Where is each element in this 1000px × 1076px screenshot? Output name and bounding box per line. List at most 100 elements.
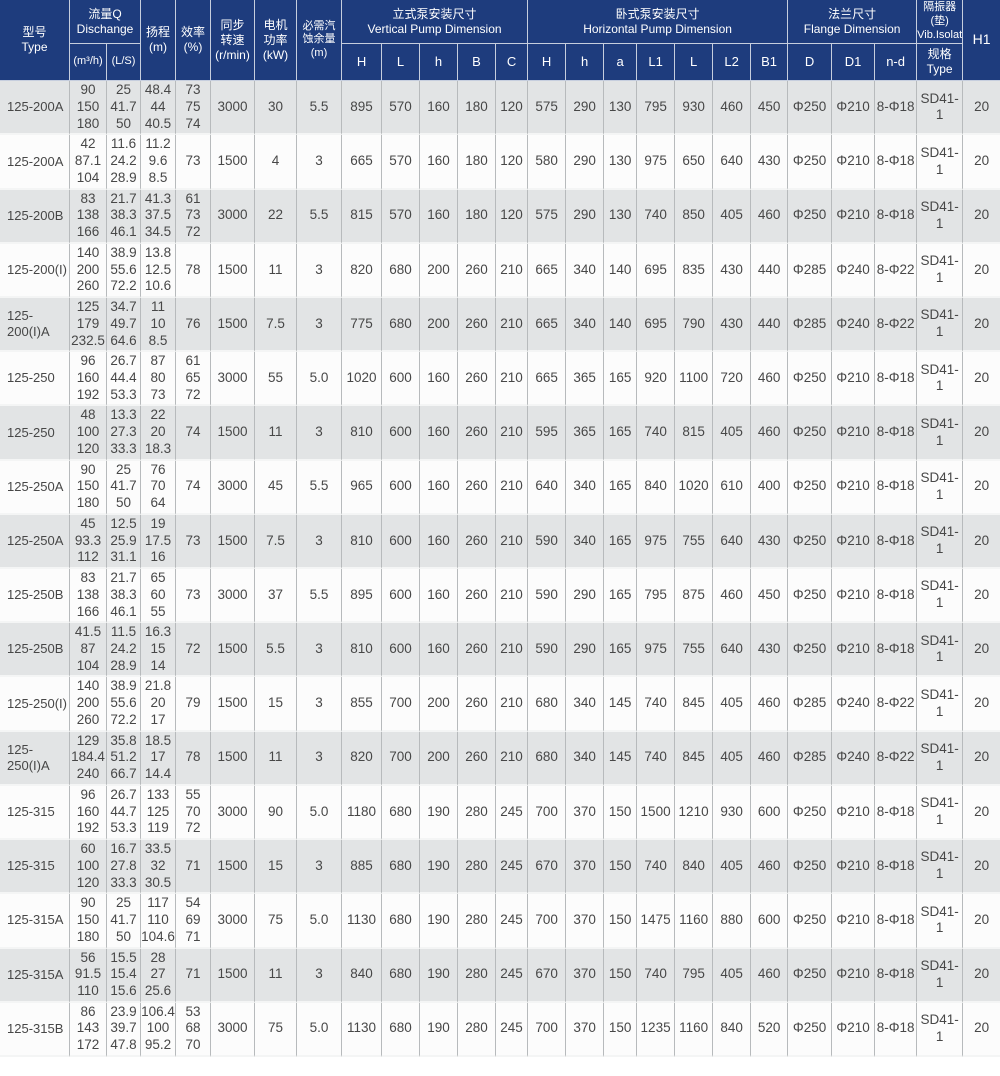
value-cell: 20 [963, 81, 1000, 136]
value-cell: 680 [382, 785, 421, 841]
value-cell: 165 [604, 460, 638, 515]
value-cell: 1500 [211, 243, 256, 299]
value-cell: 160 [420, 569, 459, 624]
table-row: 125-315A 56 91.5 110 15.5 15.4 15.6 28 27 2… [0, 948, 1000, 1003]
value-cell: 430 [713, 243, 752, 299]
value-cell: 71 [176, 840, 212, 895]
value-cell: 30 [255, 81, 298, 136]
value-cell: 370 [566, 894, 605, 949]
value-cell: Φ250 [788, 514, 833, 570]
value-cell: Φ250 [788, 894, 833, 949]
value-cell: 245 [496, 840, 529, 895]
value-cell: 460 [751, 731, 789, 786]
value-cell: 125 179 232.5 [70, 298, 107, 353]
value-cell: 570 [382, 189, 421, 244]
value-cell: 460 [751, 352, 789, 407]
value-cell: Φ210 [832, 785, 876, 841]
header-flange-nd: n-d [875, 44, 918, 82]
value-cell: 245 [496, 785, 529, 841]
value-cell: Φ285 [788, 677, 833, 732]
pump-type-cell: 125-200B [0, 189, 70, 244]
value-cell: 405 [713, 677, 752, 732]
value-cell: 1500 [211, 731, 256, 786]
value-cell: 74 [176, 460, 212, 515]
value-cell: 3 [297, 731, 343, 786]
value-cell: 405 [713, 406, 752, 461]
value-cell: SD41-1 [917, 569, 964, 624]
value-cell: 695 [637, 298, 676, 353]
value-cell: 8-Φ18 [875, 785, 918, 841]
value-cell: 1160 [675, 1002, 714, 1057]
value-cell: 3 [297, 677, 343, 732]
value-cell: 20 [963, 731, 1000, 786]
value-cell: 73 [176, 514, 212, 570]
pump-type-cell: 125-250B [0, 623, 70, 678]
value-cell: 3 [297, 406, 343, 461]
value-cell: 290 [566, 81, 605, 136]
value-cell: 150 [604, 1002, 638, 1057]
value-cell: 795 [675, 948, 714, 1003]
value-cell: 680 [382, 894, 421, 949]
value-cell: 3000 [211, 352, 256, 407]
value-cell: 38.9 55.6 72.2 [107, 243, 142, 299]
value-cell: 38.9 55.6 72.2 [107, 677, 142, 732]
value-cell: Φ210 [832, 189, 876, 244]
value-cell: 260 [458, 243, 497, 299]
value-cell: 595 [528, 406, 567, 461]
value-cell: 260 [458, 406, 497, 461]
value-cell: 20 [963, 298, 1000, 353]
value-cell: 610 [713, 460, 752, 515]
value-cell: 575 [528, 81, 567, 136]
value-cell: 190 [420, 948, 459, 1003]
value-cell: 4 [255, 135, 298, 190]
value-cell: Φ250 [788, 948, 833, 1003]
value-cell: 96 160 192 [70, 352, 107, 407]
value-cell: 8-Φ18 [875, 894, 918, 949]
value-cell: 570 [382, 135, 421, 190]
value-cell: Φ210 [832, 840, 876, 895]
value-cell: 190 [420, 840, 459, 895]
value-cell: 700 [382, 731, 421, 786]
value-cell: 5.5 [297, 81, 343, 136]
value-cell: 150 [604, 840, 638, 895]
value-cell: 340 [566, 731, 605, 786]
value-cell: 3 [297, 135, 343, 190]
value-cell: 11.2 9.6 8.5 [141, 135, 177, 190]
value-cell: 165 [604, 623, 638, 678]
value-cell: 405 [713, 731, 752, 786]
value-cell: Φ250 [788, 460, 833, 515]
value-cell: Φ240 [832, 298, 876, 353]
value-cell: 640 [713, 623, 752, 678]
value-cell: 290 [566, 189, 605, 244]
value-cell: 810 [342, 623, 383, 678]
value-cell: 200 [420, 731, 459, 786]
header-horizontal-H: H [528, 44, 567, 82]
value-cell: 5.0 [297, 785, 343, 841]
value-cell: 25 41.7 50 [107, 460, 142, 515]
value-cell: 1235 [637, 1002, 676, 1057]
header-vib-sub: 规格 Type [917, 44, 964, 82]
value-cell: 665 [342, 135, 383, 190]
value-cell: 11 [255, 406, 298, 461]
value-cell: SD41-1 [917, 298, 964, 353]
value-cell: 260 [458, 352, 497, 407]
header-h1: H1 [963, 0, 1000, 82]
value-cell: 450 [751, 569, 789, 624]
value-cell: 55 [255, 352, 298, 407]
value-cell: SD41-1 [917, 677, 964, 732]
pump-type-cell: 125-250A [0, 460, 70, 515]
value-cell: 600 [382, 623, 421, 678]
value-cell: Φ250 [788, 81, 833, 136]
value-cell: 210 [496, 569, 529, 624]
value-cell: SD41-1 [917, 785, 964, 841]
value-cell: 20 [963, 460, 1000, 515]
value-cell: 160 [420, 460, 459, 515]
value-cell: 73 [176, 135, 212, 190]
value-cell: 1500 [211, 623, 256, 678]
value-cell: 680 [528, 731, 567, 786]
value-cell: Φ210 [832, 569, 876, 624]
value-cell: 3 [297, 243, 343, 299]
value-cell: 695 [637, 243, 676, 299]
value-cell: 820 [342, 731, 383, 786]
value-cell: 74 [176, 406, 212, 461]
